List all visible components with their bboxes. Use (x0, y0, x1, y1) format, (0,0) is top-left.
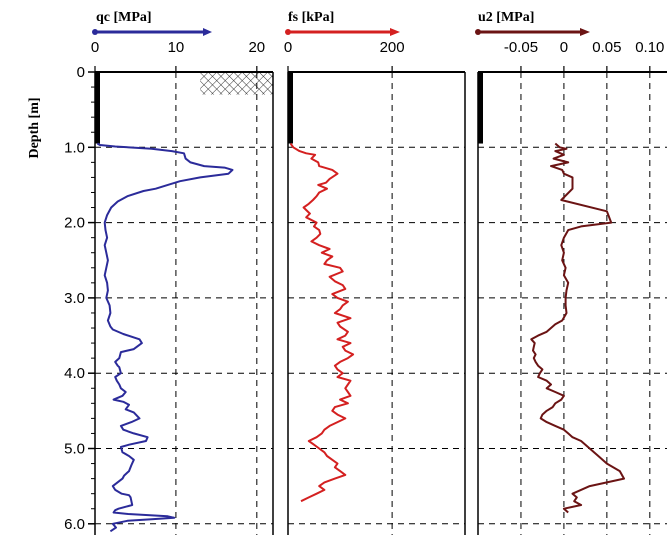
u2-x-tick-label: 0.10 (635, 39, 664, 56)
u2-series-line (530, 142, 625, 514)
u2-predrill-bar (478, 72, 483, 144)
y-tick-label: 5.0 (64, 441, 85, 458)
qc-series-line (96, 142, 234, 533)
fs-predrill-bar (288, 72, 293, 144)
qc-x-tick-label: 0 (91, 39, 99, 56)
u2-panel: -0.05 0 0.05 0.10 (477, 39, 667, 535)
y-tick-label: 2.0 (64, 215, 85, 232)
y-tick-label: 3.0 (64, 290, 85, 307)
y-tick-label: 0 (77, 64, 85, 81)
fs-legend-swatch (285, 28, 400, 36)
y-tick-label: 6.0 (64, 516, 85, 533)
fs-legend-title: fs [kPa] (288, 10, 334, 25)
fs-series-line (289, 142, 355, 503)
qc-x-tick-label: 10 (168, 39, 185, 56)
y-axis-ticks: 0 1.0 2.0 3.0 4.0 5.0 6.0 (64, 64, 95, 533)
qc-x-tick-label: 20 (248, 39, 265, 56)
qc-legend-swatch (92, 28, 212, 36)
fs-x-tick-label: 200 (380, 39, 405, 56)
u2-x-tick-label: -0.05 (504, 39, 538, 56)
fs-x-tick-label: 0 (284, 39, 292, 56)
y-tick-label: 4.0 (64, 365, 85, 382)
fs-panel: 0 200 (284, 39, 466, 535)
qc-legend-title: qc [MPa] (96, 10, 152, 25)
y-axis-title: Depth [m] (27, 97, 42, 158)
y-tick-label: 1.0 (64, 139, 85, 156)
u2-legend-title: u2 [MPa] (478, 10, 534, 25)
qc-panel: 0 10 20 (91, 39, 274, 535)
qc-predrill-bar (95, 72, 100, 144)
u2-legend-swatch (475, 28, 590, 36)
u2-x-tick-label: 0.05 (592, 39, 621, 56)
hatch-zone-cross (200, 72, 273, 95)
u2-x-tick-label: 0 (560, 39, 568, 56)
